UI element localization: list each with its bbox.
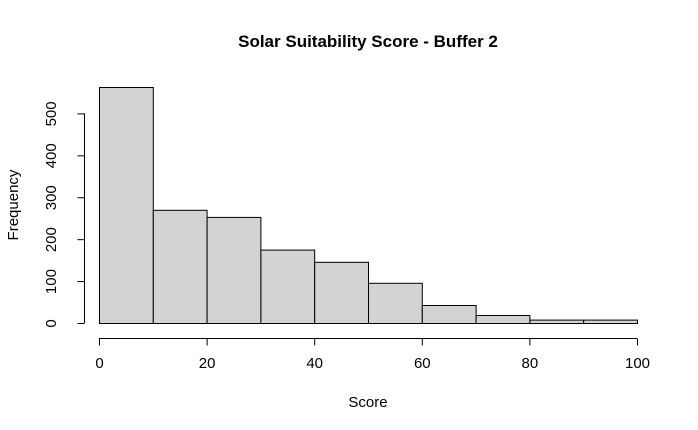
y-tick-label: 200 [43,227,60,252]
histogram-bar [583,319,639,325]
x-tick-label: 20 [199,355,216,372]
histogram-bars [99,87,639,325]
histogram-bar [260,249,316,325]
x-axis: 0 20 40 60 80 100 [95,338,650,372]
y-tick-label: 300 [43,185,60,210]
histogram-bar [529,319,585,325]
histogram-bar [99,87,154,324]
x-tick-label: 60 [414,355,431,372]
x-axis-label: Score [348,394,387,411]
x-tick-label: 100 [625,355,650,372]
x-tick-label: 40 [306,355,323,372]
y-tick-label: 100 [43,269,60,294]
histogram-bar [152,209,208,324]
histogram-bar [421,305,477,324]
histogram-bar [206,216,262,324]
histogram-bar [368,282,423,324]
y-tick-label: 500 [43,101,60,126]
x-tick-label: 80 [522,355,539,372]
y-tick-label: 0 [43,319,60,327]
y-axis-label: Frequency [5,169,22,240]
chart-title: Solar Suitability Score - Buffer 2 [238,32,498,51]
histogram-bar [475,315,531,324]
y-tick-label: 400 [43,143,60,168]
y-axis: 0 100 200 300 400 500 [43,101,85,328]
x-tick-label: 0 [95,355,103,372]
histogram-bar [314,261,370,324]
